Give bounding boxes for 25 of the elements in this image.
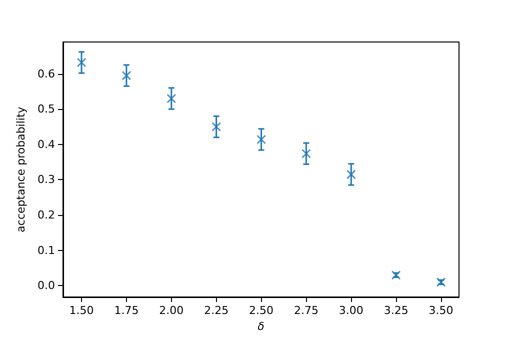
- y-tick-label: 0.2: [38, 208, 55, 222]
- point: [256, 134, 266, 144]
- y-tick-label: 0.1: [38, 244, 55, 257]
- x-tick-label: 1.50: [69, 304, 94, 317]
- y-tick-label: 0.4: [38, 138, 55, 151]
- point: [301, 148, 311, 158]
- x-tick-label: 2.50: [249, 304, 274, 317]
- x-tick-label: 2.00: [159, 304, 184, 317]
- point: [346, 170, 356, 180]
- y-tick-label: 0.3: [38, 173, 55, 186]
- x-tick-label: 1.75: [114, 304, 139, 317]
- point: [122, 70, 132, 80]
- y-tick-label: 0.6: [38, 67, 55, 80]
- x-tick-label: 3.00: [338, 304, 364, 317]
- x-tick-label: 3.25: [384, 304, 408, 317]
- y-axis-title: acceptance probability: [14, 106, 28, 232]
- y-tick-label: 0.5: [38, 102, 55, 116]
- point: [76, 58, 86, 68]
- x-tick-label: 2.75: [294, 304, 318, 317]
- point: [166, 94, 176, 104]
- x-axis-title: δ: [258, 320, 265, 333]
- y-tick-label: 0.0: [38, 279, 55, 292]
- point: [212, 122, 222, 132]
- x-tick-label: 2.25: [204, 304, 229, 317]
- x-tick-label: 3.50: [428, 304, 454, 317]
